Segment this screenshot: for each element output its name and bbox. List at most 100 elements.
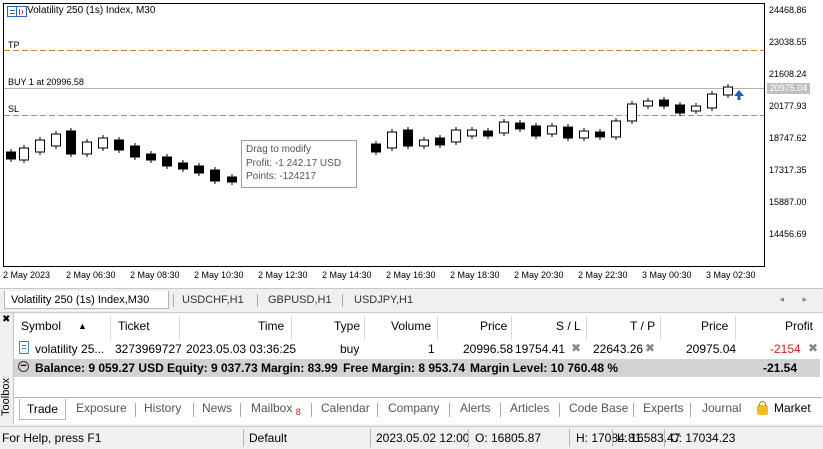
column-divider [110, 316, 111, 340]
price-axis-label: 20177.93 [769, 101, 807, 111]
candle-body [531, 125, 541, 137]
candle-body [435, 137, 445, 146]
price-axis-label: 17317.35 [769, 165, 807, 175]
close-icon[interactable]: ✖ [2, 314, 11, 325]
time-axis-label: 2 May 16:30 [386, 270, 436, 280]
tab-company[interactable]: Company [388, 401, 440, 415]
candle-body [515, 122, 525, 130]
column-divider [511, 316, 512, 340]
status-help-text: For Help, press F1 [2, 431, 102, 445]
candle-body [627, 103, 637, 122]
candle-body [419, 139, 429, 147]
cell-sl[interactable]: 19754.41 [515, 342, 566, 356]
tab-alerts[interactable]: Alerts [460, 401, 491, 415]
col-header-sl[interactable]: S / L [556, 319, 581, 333]
candle-body [451, 129, 461, 143]
candle-body [547, 125, 557, 135]
tab-journal[interactable]: Journal [702, 401, 742, 415]
col-header-ticket[interactable]: Ticket [118, 319, 150, 333]
candle-body [6, 151, 16, 160]
chart-tab-volatility[interactable]: Volatility 250 (1s) Index,M30 [4, 291, 169, 309]
status-bar: For Help, press F1 Default 2023.05.02 12… [0, 426, 823, 449]
cell-price: 20996.58 [463, 342, 514, 356]
candle-body [114, 139, 124, 151]
col-header-volume[interactable]: Volume [391, 319, 432, 333]
tab-exposure[interactable]: Exposure [76, 401, 127, 415]
tab-experts[interactable]: Experts [643, 401, 684, 415]
free-margin-value: Free Margin: 8 953.74 [343, 361, 466, 375]
tab-code-base[interactable]: Code Base [569, 401, 629, 415]
cell-time: 2023.05.03 03:36:25 [186, 342, 297, 356]
price-axis-label: 21608.24 [769, 69, 807, 79]
chart-tab-gbpusd[interactable]: GBPUSD,H1 [268, 294, 332, 306]
time-axis-label: 2 May 06:30 [66, 270, 116, 280]
chart-title: Volatility 250 (1s) Index, M30 [27, 5, 156, 16]
tab-mailbox[interactable]: Mailbox 8 [251, 401, 301, 417]
cell-symbol: volatility 25... [35, 342, 105, 356]
status-divider [370, 429, 371, 447]
col-header-current-price[interactable]: Price [701, 319, 729, 333]
column-divider [735, 316, 736, 340]
tab-articles[interactable]: Articles [510, 401, 550, 415]
candle-body [35, 139, 45, 153]
price-axis-label: 18747.62 [769, 133, 807, 143]
candle-body [162, 156, 172, 167]
toolbox-panel: ✖ Toolbox Symbol ▲ Ticket Time Type Volu… [0, 312, 823, 424]
candle-body [675, 104, 685, 114]
status-divider [664, 429, 665, 447]
candle-body [723, 86, 733, 96]
candle-body [595, 131, 605, 138]
col-header-type[interactable]: Type [334, 319, 361, 333]
time-axis-label: 2 May 20:30 [514, 270, 564, 280]
tab-divider [690, 403, 691, 417]
price-axis-label: 15887.00 [769, 197, 807, 207]
tabs-divider [14, 397, 822, 398]
chart-tab-usdchf[interactable]: USDCHF,H1 [182, 294, 244, 306]
margin-level-value: Margin Level: 10 760.48 % [470, 361, 619, 375]
status-profile: Default [249, 431, 288, 445]
time-axis-label: 2 May 10:30 [194, 270, 244, 280]
collapse-icon[interactable]: − [18, 361, 29, 372]
chart-canvas[interactable] [0, 0, 823, 288]
remove-tp-icon[interactable]: ✖ [645, 341, 656, 355]
col-header-price[interactable]: Price [480, 319, 508, 333]
tab-trade[interactable]: Trade [19, 399, 66, 420]
tab-market[interactable]: Market [774, 401, 811, 415]
remove-sl-icon[interactable]: ✖ [571, 341, 582, 355]
col-header-symbol[interactable]: Symbol [21, 319, 62, 333]
mailbox-badge: 8 [295, 407, 301, 417]
candle-body [611, 120, 621, 138]
tab-divider [559, 403, 560, 417]
tab-calendar[interactable]: Calendar [321, 401, 370, 415]
col-header-profit[interactable]: Profit [785, 319, 814, 333]
candle-body [403, 129, 413, 147]
close-position-icon[interactable]: ✖ [808, 341, 819, 355]
cell-tp[interactable]: 22643.26 [593, 342, 644, 356]
candle-body [19, 147, 29, 161]
tab-divider [257, 294, 258, 307]
time-axis-label: 2 May 2023 [3, 270, 51, 280]
candle-body [178, 162, 188, 170]
total-profit-value: -21.54 [763, 361, 798, 375]
tab-divider [377, 403, 378, 417]
tab-divider [449, 403, 450, 417]
candle-body [707, 93, 717, 109]
chart-type-icon[interactable] [16, 6, 27, 17]
tab-scroll-arrows[interactable]: ◂ ▸ [779, 294, 815, 304]
candle-body [499, 121, 509, 134]
chart-tab-usdjpy[interactable]: USDJPY,H1 [354, 294, 414, 306]
sl-line-label: SL [8, 104, 20, 114]
candle-body [483, 130, 493, 137]
toolbox-sidebar: ✖ Toolbox [0, 313, 14, 424]
col-header-tp[interactable]: T / P [630, 319, 656, 333]
candle-body [146, 153, 156, 161]
candle-body [51, 133, 61, 147]
candle-body [82, 141, 92, 155]
status-open: O: 16805.87 [475, 431, 542, 445]
balance-summary-row: − Balance: 9 059.27 USD Equity: 9 037.73… [14, 359, 820, 377]
chart-window[interactable]: Volatility 250 (1s) Index, M30 TP BUY 1 … [0, 0, 823, 288]
tab-divider [500, 403, 501, 417]
tab-history[interactable]: History [144, 401, 182, 415]
tab-news[interactable]: News [202, 401, 233, 415]
col-header-time[interactable]: Time [258, 319, 285, 333]
